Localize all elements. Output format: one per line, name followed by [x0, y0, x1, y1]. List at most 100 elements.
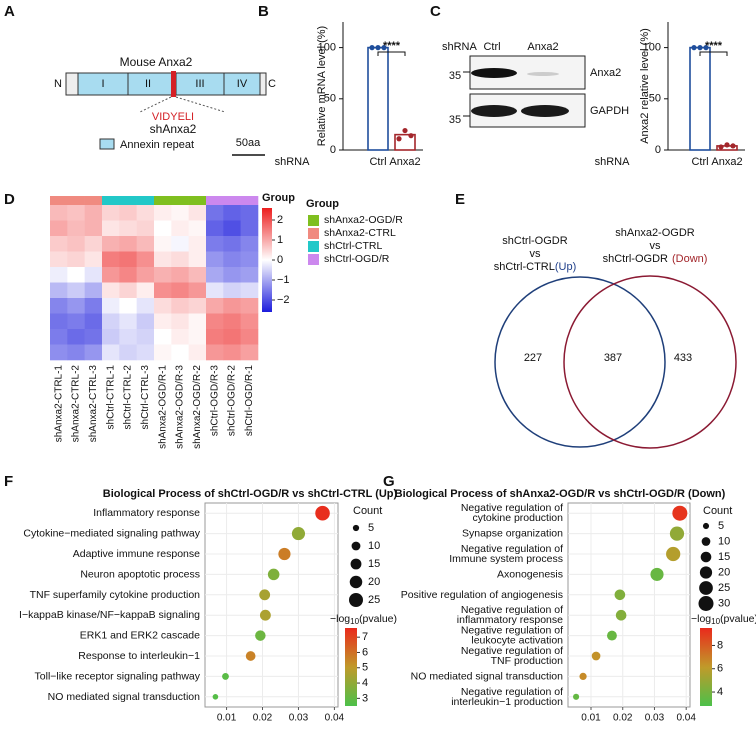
colorbar-tick-label: 7: [362, 631, 368, 643]
heatmap-cell: [136, 329, 155, 345]
y-tick-label-line: interleukin−1 production: [451, 696, 563, 708]
zoom-line: [139, 96, 172, 113]
heatmap-cell: [67, 236, 85, 252]
dot: [259, 609, 271, 621]
heatmap-cell: [171, 313, 189, 330]
y-tick-label-line: Positive regulation of angiogenesis: [401, 589, 563, 601]
color-legend-title: −log10(pvalue): [691, 613, 756, 626]
band: [527, 72, 559, 76]
domain-label: III: [195, 78, 204, 90]
heatmap-cell: [119, 251, 137, 268]
heatmap-cell: [50, 220, 68, 237]
dot: [259, 589, 271, 601]
heatmap-cell: [240, 329, 259, 345]
heatmap-cell: [154, 344, 172, 361]
x-tick-label: 0.02: [253, 713, 273, 724]
heatmap-cell: [171, 220, 189, 237]
colorbar-tick-label: 6: [362, 646, 368, 658]
panel-label: D: [4, 191, 15, 208]
colorbar-tick-label: 0: [277, 254, 283, 266]
band: [521, 105, 569, 117]
size-legend-label: 5: [718, 520, 724, 532]
heatmap-cell: [119, 282, 137, 299]
legend-label: shAnxa2-CTRL: [324, 227, 396, 239]
data-point: [691, 45, 697, 51]
heatmap-cell: [240, 205, 259, 221]
heatmap-cell: [154, 205, 172, 221]
dot: [579, 672, 587, 681]
color-legend-title-part: (pvalue): [720, 613, 756, 625]
heatmap-cell: [206, 329, 224, 345]
heatmap-cell: [223, 251, 241, 268]
column-label: shCtrl-CTRL-3: [140, 365, 151, 430]
group-annotation: [50, 196, 68, 205]
heatmap-cell: [188, 344, 207, 361]
heatmap-cell: [240, 236, 259, 252]
y-tick-label-line: Cytokine−mediated signaling pathway: [23, 527, 200, 539]
heatmap-cell: [136, 267, 155, 283]
heatmap-cell: [188, 205, 207, 221]
y-tick-label-line: NO mediated signal transduction: [48, 691, 200, 703]
panel-label: B: [258, 3, 269, 20]
dot: [212, 694, 219, 700]
column-label: shAnxa2-OGD/R-1: [157, 365, 168, 449]
heatmap-cell: [102, 298, 120, 314]
venn-label: shCtrl-OGDR (Down): [603, 253, 708, 265]
x-tick-label: 0.01: [581, 713, 601, 724]
heatmap-cell: [206, 220, 224, 237]
heatmap-cell: [67, 329, 85, 345]
heatmap-cell: [154, 236, 172, 252]
data-point: [697, 45, 703, 51]
heatmap-cell: [50, 282, 68, 299]
colorbar-tick-label: 5: [362, 662, 368, 674]
colorbar-tick-label: 2: [277, 214, 283, 226]
size-legend-dot: [349, 593, 363, 607]
y-tick-label: Inflammatory response: [93, 507, 200, 519]
data-point: [402, 127, 408, 134]
legend-swatch: [308, 215, 319, 226]
heatmap-cell: [154, 220, 172, 237]
heatmap-cell: [154, 313, 172, 330]
y-tick-label-line: Negative regulation of: [461, 604, 563, 616]
heatmap-cell: [188, 220, 207, 237]
x-tick-label: Anxa2: [711, 156, 742, 168]
size-legend-label: 25: [718, 582, 730, 594]
heatmap-cell: [206, 298, 224, 314]
y-tick-label: Synapse organization: [462, 527, 563, 539]
heatmap-cell: [102, 251, 120, 268]
panel-label: F: [4, 473, 13, 490]
y-tick-label-line: Negative regulation of: [461, 686, 563, 698]
size-legend-title: Count: [353, 505, 382, 517]
heatmap-cell: [136, 251, 155, 268]
target-site: [171, 71, 176, 97]
mw-marker: 35: [449, 70, 461, 82]
heatmap-cell: [171, 298, 189, 314]
heatmap-cell: [50, 298, 68, 314]
panel-label: E: [455, 191, 465, 208]
group-annotation: [136, 196, 155, 205]
heatmap-cell: [84, 298, 103, 314]
heatmap-cell: [67, 220, 85, 237]
legend-swatch: [308, 241, 319, 252]
size-legend-dot: [702, 522, 710, 530]
venn-count: 227: [524, 352, 542, 364]
peptide: VIDYELI: [152, 111, 194, 123]
legend-title: Group: [306, 198, 339, 210]
x-tick-label: Ctrl: [369, 156, 386, 168]
y-tick-label-line: Response to interleukin−1: [78, 650, 200, 662]
c-terminus: C: [268, 78, 276, 90]
heatmap-cell: [84, 344, 103, 361]
size-legend-dot: [351, 541, 361, 551]
heatmap-cell: [171, 282, 189, 299]
colorbar-tick-label: −2: [277, 294, 290, 306]
legend-label: shCtrl-OGD/R: [324, 253, 390, 265]
data-point: [381, 45, 387, 51]
heatmap-cell: [102, 205, 120, 221]
heatmap-cell: [223, 236, 241, 252]
dot: [573, 693, 580, 700]
y-tick-label-line: Toll−like receptor signaling pathway: [35, 670, 201, 682]
venn-label: vs: [530, 248, 542, 260]
x-tick-label: Anxa2: [389, 156, 420, 168]
venn-label: shCtrl-CTRL: [494, 261, 555, 273]
lane-label: Ctrl: [483, 41, 500, 53]
